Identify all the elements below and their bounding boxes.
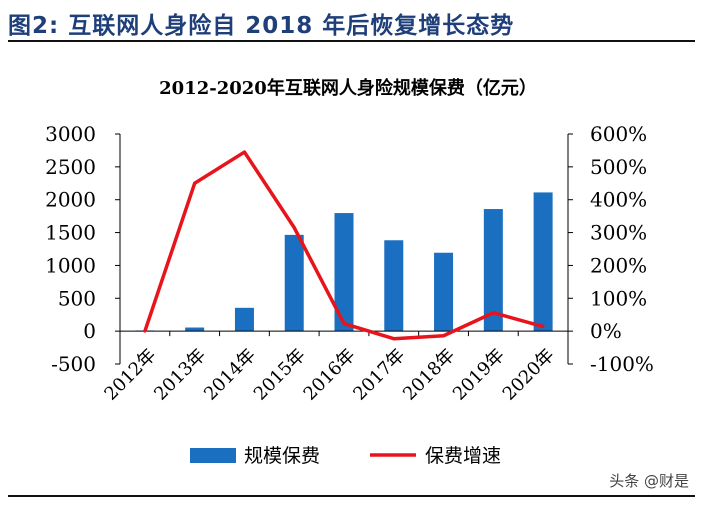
legend: 规模保费 保费增速 <box>190 445 501 467</box>
x-tick-label: 2018年 <box>399 345 459 405</box>
bar <box>434 252 454 332</box>
right-tick-label: 200% <box>590 253 647 277</box>
bottom-rule <box>8 495 695 497</box>
right-tick-label: 600% <box>590 122 647 146</box>
right-tick-label: 400% <box>590 188 647 212</box>
left-tick-label: 2500 <box>45 155 96 179</box>
left-tick-label: 0 <box>83 319 96 343</box>
left-tick-label: 500 <box>58 286 96 310</box>
growth-point <box>491 311 495 315</box>
legend-label-line: 保费增速 <box>425 445 501 467</box>
legend-label-bar: 规模保费 <box>244 445 320 467</box>
left-tick-label: 1000 <box>45 253 96 277</box>
bar <box>384 240 404 332</box>
x-tick-label: 2012年 <box>100 345 160 405</box>
left-tick-label: 2000 <box>45 188 96 212</box>
bar <box>483 209 503 332</box>
growth-point <box>242 150 246 154</box>
right-tick-labels: -100% 0% 100% 200% 300% 400% 500% 600% <box>590 122 654 376</box>
left-tick-label: 1500 <box>45 221 96 245</box>
bar <box>185 327 205 332</box>
x-tick-label: 2014年 <box>200 345 260 405</box>
bar <box>334 213 354 332</box>
chart-title: 2012-2020年互联网人身险规模保费（亿元） <box>159 77 537 99</box>
x-tick-label: 2015年 <box>250 345 310 405</box>
growth-point <box>292 226 296 230</box>
left-tick-label: -500 <box>51 352 96 376</box>
x-tick-label: 2017年 <box>349 345 409 405</box>
x-tick-label: 2019年 <box>449 345 509 405</box>
left-tick-label: 3000 <box>45 122 96 146</box>
x-tick-label: 2020年 <box>499 345 559 405</box>
x-tick-label: 2013年 <box>150 345 210 405</box>
growth-point <box>541 325 545 329</box>
legend-swatch-bar <box>190 448 236 463</box>
right-tick-label: 300% <box>590 221 647 245</box>
right-tick-label: 0% <box>590 319 622 343</box>
growth-point <box>143 329 147 333</box>
right-tick-label: 500% <box>590 155 647 179</box>
bar-group <box>135 192 553 332</box>
x-tick-label: 2016年 <box>300 345 360 405</box>
left-tick-labels: -500 0 500 1000 1500 2000 2500 3000 <box>45 122 96 376</box>
top-rule <box>8 40 695 42</box>
figure-title: 图2: 互联网人身险自 2018 年后恢复增长态势 <box>8 13 515 39</box>
growth-line-group <box>143 150 545 341</box>
axes <box>115 133 573 365</box>
growth-point <box>392 337 396 341</box>
watermark: 头条 @财是 <box>609 472 689 490</box>
bar <box>284 234 304 332</box>
bar <box>533 192 553 332</box>
growth-point <box>342 322 346 326</box>
growth-point <box>193 181 197 185</box>
growth-point <box>442 334 446 338</box>
bar <box>234 307 254 332</box>
x-tick-labels: 2012年2013年2014年2015年2016年2017年2018年2019年… <box>100 345 558 405</box>
right-tick-label: -100% <box>590 352 654 376</box>
right-tick-label: 100% <box>590 286 647 310</box>
